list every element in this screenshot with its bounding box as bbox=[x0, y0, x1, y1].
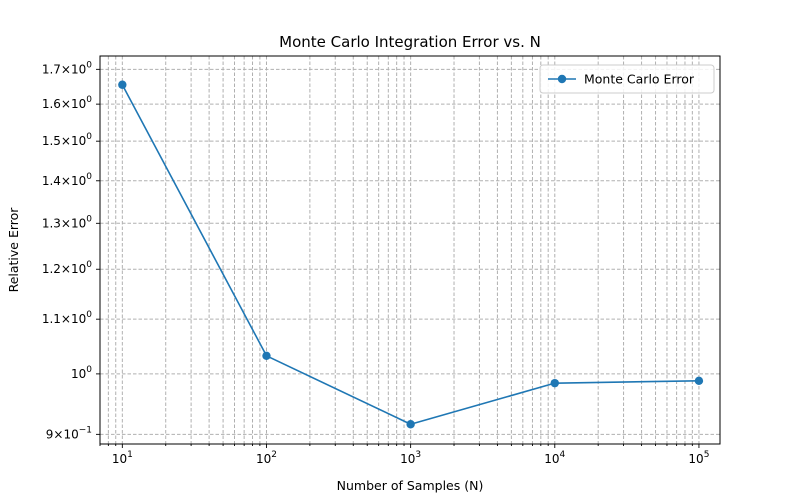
legend-label: Monte Carlo Error bbox=[584, 72, 695, 87]
y-tick-label: 1.5×100 bbox=[42, 132, 92, 148]
y-tick-label: 1.6×100 bbox=[42, 95, 92, 111]
x-tick-label: 104 bbox=[544, 450, 565, 466]
y-tick-label: 1.1×100 bbox=[42, 310, 92, 326]
x-tick-label: 101 bbox=[112, 450, 133, 466]
legend-box bbox=[539, 64, 715, 94]
data-point bbox=[118, 80, 127, 89]
data-point bbox=[550, 378, 559, 388]
series bbox=[118, 80, 704, 429]
y-tick-label: 9×10−1 bbox=[46, 425, 92, 441]
y-tick-label: 1.4×100 bbox=[42, 172, 92, 188]
legend-marker bbox=[557, 74, 567, 84]
axes: 9×10−1 100 1.1×100 1.2×100 1.3×100 1.4×100 1.5… bbox=[42, 55, 721, 466]
x-tick-label: 105 bbox=[688, 450, 709, 466]
y-tick-label: 1.3×100 bbox=[42, 214, 92, 230]
x-axis-label: Number of Samples (N) bbox=[337, 478, 484, 493]
x-tick-label: 102 bbox=[256, 450, 277, 466]
y-tick-label: 100 bbox=[71, 365, 92, 381]
legend: Monte Carlo Error bbox=[539, 64, 715, 94]
data-point bbox=[694, 376, 704, 386]
y-tick-label: 1.2×100 bbox=[42, 260, 92, 276]
data-point bbox=[406, 420, 415, 429]
chart-title: Monte Carlo Integration Error vs. N bbox=[279, 33, 541, 51]
plot-frame bbox=[99, 55, 721, 445]
y-axis-label: Relative Error bbox=[6, 207, 21, 293]
data-point bbox=[262, 351, 271, 361]
y-tick-label: 1.7×100 bbox=[42, 60, 92, 76]
grid bbox=[99, 56, 720, 444]
x-tick-label: 103 bbox=[400, 450, 421, 466]
